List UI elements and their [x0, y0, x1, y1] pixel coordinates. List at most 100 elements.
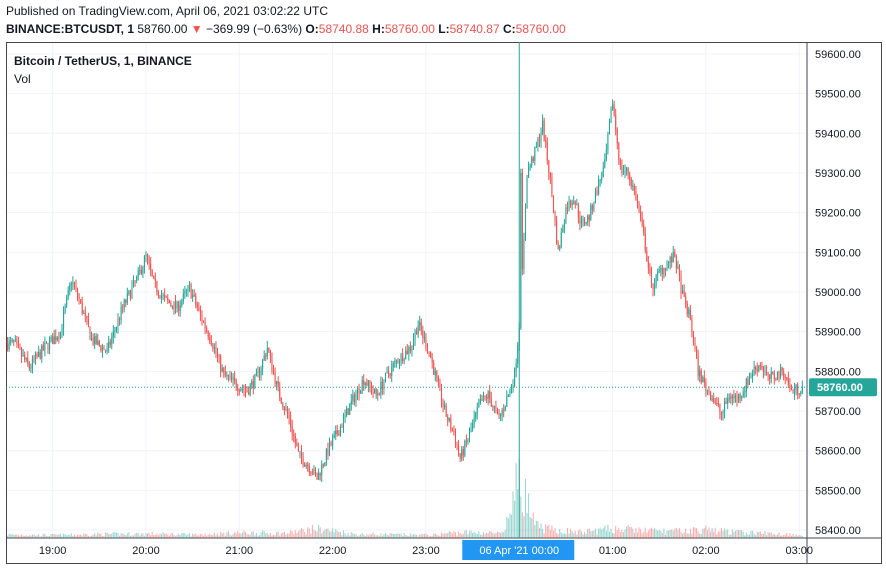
- candle-body: [229, 375, 231, 377]
- candle-body: [290, 418, 292, 427]
- candle-body: [444, 405, 446, 407]
- time-highlight-tag: [462, 540, 575, 560]
- candle-body: [504, 406, 506, 411]
- candle-body: [669, 256, 671, 263]
- volume-bar: [100, 533, 102, 538]
- candle-body: [641, 218, 643, 225]
- candle-body: [419, 322, 421, 326]
- candle-body: [787, 377, 789, 385]
- price-tick-label: 58700.00: [815, 406, 861, 418]
- time-tick-label: 03:00: [785, 545, 813, 557]
- volume-bar: [459, 533, 461, 538]
- volume-bar: [403, 533, 405, 538]
- volume-bar: [661, 532, 663, 538]
- candle-body: [666, 263, 668, 271]
- volume-bar: [548, 524, 550, 538]
- candle-body: [100, 345, 102, 351]
- volume-bar: [276, 532, 278, 538]
- candle-body: [661, 268, 663, 275]
- candle-body: [277, 380, 279, 387]
- volume-bar: [330, 531, 332, 538]
- candle-body: [647, 261, 649, 268]
- volume-bar: [523, 516, 525, 538]
- candle-body: [531, 157, 533, 166]
- volume-bar: [492, 532, 494, 538]
- candle-body: [84, 312, 86, 316]
- volume-bar: [229, 534, 231, 538]
- volume-bar: [98, 533, 100, 538]
- volume-bar: [713, 531, 715, 538]
- candle-body: [713, 398, 715, 402]
- volume-bar: [271, 535, 273, 538]
- candle-body: [268, 347, 270, 352]
- volume-bar: [274, 535, 276, 538]
- candle-body: [454, 434, 457, 446]
- volume-bar: [122, 533, 124, 538]
- volume-bar: [697, 531, 699, 538]
- volume-bar: [196, 535, 198, 538]
- candle-body: [556, 221, 558, 244]
- candle-body: [450, 418, 452, 430]
- candle-body: [145, 254, 147, 257]
- candle-body: [381, 381, 383, 389]
- volume-bar: [596, 534, 598, 538]
- candle-body: [766, 371, 768, 374]
- volume-bar: [201, 533, 203, 538]
- candle-body: [73, 282, 75, 287]
- volume-bar: [574, 530, 576, 538]
- candle-body: [139, 269, 141, 271]
- candle-body: [346, 408, 348, 415]
- candle-body: [157, 292, 159, 296]
- candle-body: [431, 357, 433, 363]
- candle-body: [762, 367, 764, 373]
- volume-bar: [232, 534, 234, 538]
- candle-body: [86, 315, 88, 320]
- volume-bar: [703, 528, 705, 538]
- volume-bar: [444, 533, 446, 538]
- candle-body: [36, 354, 38, 357]
- candle-body: [633, 185, 635, 191]
- candle-body: [185, 290, 187, 292]
- candle-body: [685, 296, 687, 304]
- volume-bar: [321, 533, 323, 538]
- candle-body: [587, 215, 589, 223]
- candle-body: [288, 414, 290, 419]
- volume-bar: [615, 525, 617, 538]
- candle-body: [741, 395, 743, 399]
- volume-bar: [640, 529, 642, 538]
- volume-bar: [756, 531, 758, 538]
- volume-bar: [532, 512, 534, 538]
- volume-bar: [762, 533, 764, 538]
- down-arrow-icon: ▼: [190, 22, 203, 36]
- volume-bar: [159, 533, 161, 538]
- candle-body: [476, 407, 478, 414]
- chart-area[interactable]: 58400.00 58500.00 58600.00 58700.00 58800.00…: [6, 42, 882, 564]
- volume-bar: [621, 529, 623, 538]
- volume-bar: [744, 535, 746, 538]
- volume-bar: [425, 533, 427, 538]
- volume-bar: [123, 534, 125, 538]
- last-price-tag: [809, 378, 877, 397]
- volume-bar: [498, 532, 500, 538]
- volume-bar: [165, 533, 167, 538]
- candle-body: [612, 104, 614, 109]
- candle-body: [70, 283, 72, 285]
- volume-bar: [63, 533, 65, 538]
- candle-body: [266, 347, 268, 357]
- candle-body: [672, 252, 674, 263]
- volume-bar: [437, 535, 439, 538]
- volume-bar: [612, 533, 614, 538]
- high-value: 58760.00: [384, 22, 435, 36]
- candle-body: [27, 357, 29, 364]
- candle-body: [523, 237, 525, 270]
- volume-bar: [262, 530, 264, 538]
- candle-body: [459, 453, 461, 459]
- volume-bar: [655, 529, 657, 538]
- price-chart[interactable]: 58400.00 58500.00 58600.00 58700.00 58800.00…: [6, 42, 882, 564]
- candle-body: [104, 350, 107, 352]
- candle-body: [517, 345, 519, 364]
- volume-bar: [700, 534, 702, 538]
- volume-bar: [224, 535, 226, 538]
- candle-body: [339, 427, 341, 436]
- volume-bar: [566, 528, 569, 538]
